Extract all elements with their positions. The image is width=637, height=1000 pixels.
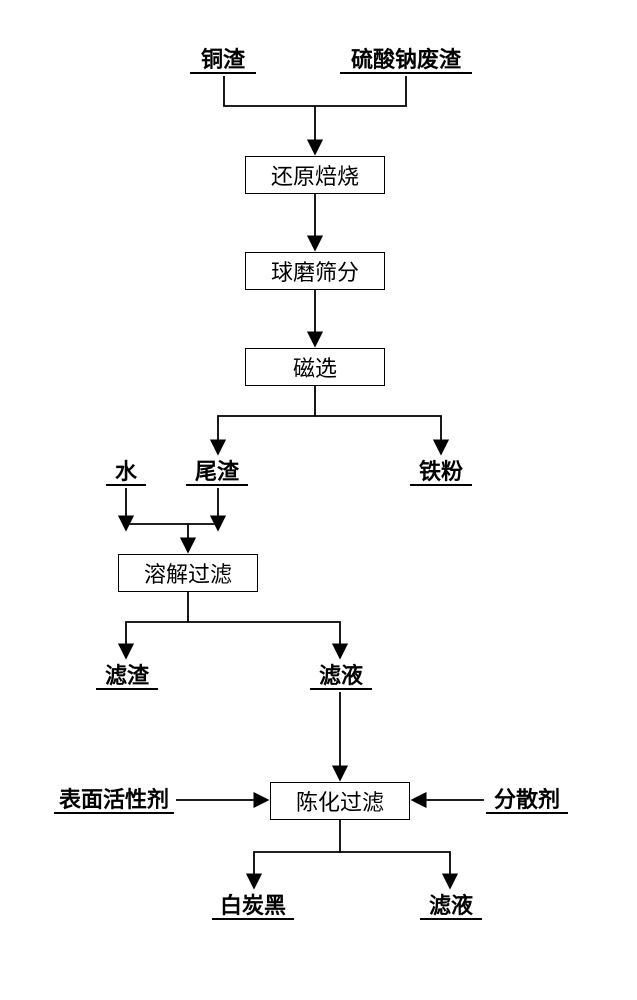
node-text-ball-mill: 球磨筛分	[271, 255, 359, 287]
node-text-magnetic-sep: 磁选	[293, 351, 337, 383]
node-text-dispersant: 分散剂	[494, 782, 560, 814]
node-white-carbon: 白炭黑	[212, 890, 294, 920]
edge-6	[126, 488, 218, 524]
node-tailings: 尾渣	[186, 456, 248, 486]
node-text-aging-filter: 陈化过滤	[296, 785, 384, 817]
node-reduction-roast: 还原焙烧	[245, 156, 385, 194]
node-text-sodium-sulfate: 硫酸钠废渣	[351, 42, 461, 74]
node-ball-mill: 球磨筛分	[245, 252, 385, 290]
edge-5	[315, 416, 441, 454]
edge-16	[340, 852, 450, 888]
node-text-white-carbon: 白炭黑	[220, 888, 286, 920]
node-filtrate-2: 滤液	[420, 890, 482, 920]
node-text-filtrate-2: 滤液	[429, 888, 473, 920]
node-text-iron-powder: 铁粉	[419, 454, 463, 486]
edge-0	[224, 76, 406, 106]
node-sodium-sulfate: 硫酸钠废渣	[340, 44, 472, 74]
node-dispersant: 分散剂	[486, 784, 568, 814]
node-text-filtrate-1: 滤液	[319, 658, 363, 690]
node-text-water: 水	[115, 454, 137, 486]
node-text-copper-slag: 铜渣	[201, 42, 245, 74]
node-water: 水	[106, 456, 146, 486]
edge-15	[254, 820, 340, 888]
node-magnetic-sep: 磁选	[245, 348, 385, 386]
node-surfactant: 表面活性剂	[54, 784, 174, 814]
flowchart-canvas: 铜渣硫酸钠废渣还原焙烧球磨筛分磁选水尾渣铁粉溶解过滤滤渣滤液表面活性剂陈化过滤分…	[0, 0, 637, 1000]
edge-11	[188, 622, 340, 658]
edge-10	[126, 592, 188, 658]
node-copper-slag: 铜渣	[190, 44, 256, 74]
node-text-tailings: 尾渣	[195, 454, 239, 486]
node-filter-residue: 滤渣	[96, 660, 158, 690]
node-text-surfactant: 表面活性剂	[59, 782, 169, 814]
node-dissolve-filter: 溶解过滤	[118, 554, 258, 592]
edges-layer	[0, 0, 637, 1000]
node-iron-powder: 铁粉	[410, 456, 472, 486]
node-text-dissolve-filter: 溶解过滤	[144, 557, 232, 589]
node-aging-filter: 陈化过滤	[270, 782, 410, 820]
node-text-reduction-roast: 还原焙烧	[271, 159, 359, 191]
node-filtrate-1: 滤液	[310, 660, 372, 690]
node-text-filter-residue: 滤渣	[105, 658, 149, 690]
edge-4	[218, 386, 315, 454]
